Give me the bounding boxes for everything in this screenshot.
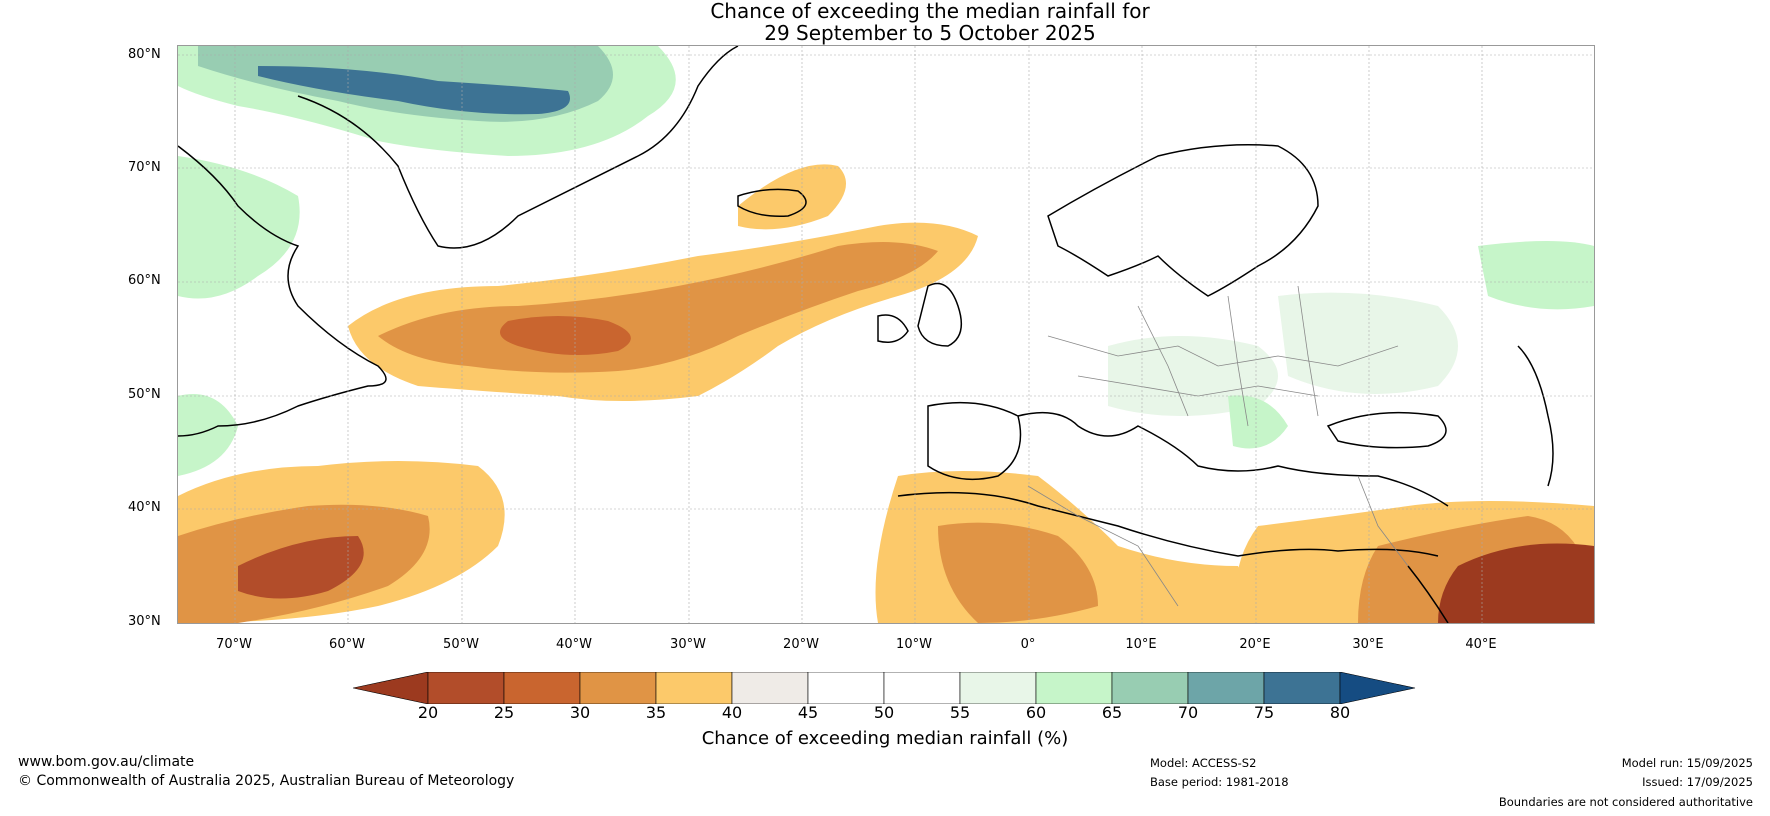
scandinavia-coast bbox=[1047, 144, 1319, 297]
colorbar-tick-label: 40 bbox=[721, 703, 743, 722]
canada-coast bbox=[178, 145, 387, 437]
lat-label-40n: 40°N bbox=[128, 500, 161, 515]
colorbar-extension-low bbox=[353, 672, 429, 704]
colorbar-tick-label: 75 bbox=[1253, 703, 1275, 722]
west-green-region-2 bbox=[178, 394, 238, 476]
lon-label-0: 0° bbox=[1020, 637, 1036, 652]
colorbar-tick-label: 70 bbox=[1177, 703, 1199, 722]
west-green-region bbox=[178, 156, 300, 299]
issued-date: Issued: 17/09/2025 bbox=[1642, 775, 1753, 789]
map-title-line-2: 29 September to 5 October 2025 bbox=[764, 21, 1096, 45]
colorbar-segment bbox=[959, 672, 1037, 704]
colorbar-extension-high bbox=[1339, 672, 1416, 704]
colorbar-segment bbox=[1263, 672, 1341, 704]
lon-label-40e: 40°E bbox=[1465, 637, 1497, 652]
map-title-line-1: Chance of exceeding the median rainfall … bbox=[710, 0, 1150, 23]
lon-label-60w: 60°W bbox=[329, 637, 365, 652]
colorbar-label: Chance of exceeding median rainfall (%) bbox=[701, 728, 1069, 749]
base-period: Base period: 1981-2018 bbox=[1150, 775, 1289, 789]
colorbar-segment bbox=[655, 672, 733, 704]
extreme-low-probability-region-middle-east bbox=[1438, 543, 1594, 623]
colorbar-segment bbox=[579, 672, 657, 704]
website-url[interactable]: www.bom.gov.au/climate bbox=[18, 754, 195, 770]
lat-label-80n: 80°N bbox=[128, 47, 161, 62]
lon-label-30w: 30°W bbox=[670, 637, 706, 652]
colorbar-segment bbox=[883, 672, 961, 704]
iberia-coast bbox=[927, 401, 1022, 481]
colorbar bbox=[353, 672, 1416, 704]
model-name: Model: ACCESS-S2 bbox=[1150, 756, 1257, 770]
greenland-coast bbox=[297, 46, 739, 249]
lon-label-10w: 10°W bbox=[896, 637, 932, 652]
colorbar-segments bbox=[353, 672, 1416, 704]
colorbar-segment bbox=[1187, 672, 1265, 704]
copyright-notice: © Commonwealth of Australia 2025, Austra… bbox=[18, 773, 515, 789]
colorbar-tick-label: 20 bbox=[417, 703, 439, 722]
colorbar-tick-label: 60 bbox=[1025, 703, 1047, 722]
colorbar-tick-label: 65 bbox=[1101, 703, 1123, 722]
map-canvas bbox=[178, 46, 1594, 623]
colorbar-segment bbox=[503, 672, 581, 704]
colorbar-tick-label: 55 bbox=[949, 703, 971, 722]
rainfall-probability-map bbox=[177, 45, 1595, 624]
model-run-date: Model run: 15/09/2025 bbox=[1621, 756, 1753, 770]
lat-label-70n: 70°N bbox=[128, 160, 161, 175]
low-region-icelandic bbox=[738, 164, 846, 230]
colorbar-tick-label: 25 bbox=[493, 703, 515, 722]
colorbar-tick-label: 30 bbox=[569, 703, 591, 722]
extreme-low-probability-region-southwest bbox=[238, 536, 364, 599]
lat-label-30n: 30°N bbox=[128, 614, 161, 629]
lat-label-50n: 50°N bbox=[128, 387, 161, 402]
red-sea-coast bbox=[1407, 565, 1449, 623]
lon-label-10e: 10°E bbox=[1125, 637, 1157, 652]
lon-label-40w: 40°W bbox=[556, 637, 592, 652]
iceland-coast bbox=[737, 188, 807, 218]
colorbar-segment bbox=[1111, 672, 1189, 704]
colorbar-tick-label: 35 bbox=[645, 703, 667, 722]
colorbar-tick-label: 45 bbox=[797, 703, 819, 722]
colorbar-segment bbox=[807, 672, 885, 704]
extreme-probability-region-arctic bbox=[258, 66, 570, 115]
green-patch-balkans bbox=[1228, 395, 1288, 449]
colorbar-segment bbox=[1035, 672, 1113, 704]
coastlines bbox=[178, 46, 1554, 623]
lon-label-70w: 70°W bbox=[216, 637, 252, 652]
boundaries-disclaimer: Boundaries are not considered authoritat… bbox=[1498, 795, 1753, 809]
lon-label-20e: 20°E bbox=[1239, 637, 1271, 652]
colorbar-tick-label: 80 bbox=[1329, 703, 1351, 722]
extreme-low-probability-region-atlantic bbox=[500, 316, 631, 355]
very-low-probability-region-north-africa bbox=[938, 522, 1098, 623]
caspian-coast bbox=[1517, 345, 1554, 487]
mediterranean-coast bbox=[897, 411, 1449, 557]
colorbar-tick-label: 50 bbox=[873, 703, 895, 722]
black-sea-coast bbox=[1326, 411, 1447, 449]
graticule bbox=[178, 46, 1594, 623]
lon-label-50w: 50°W bbox=[443, 637, 479, 652]
colorbar-segment bbox=[427, 672, 505, 704]
british-isles-coast bbox=[877, 282, 963, 347]
lon-label-30e: 30°E bbox=[1352, 637, 1384, 652]
colorbar-segment bbox=[731, 672, 809, 704]
green-patch-east bbox=[1478, 241, 1594, 310]
lat-label-60n: 60°N bbox=[128, 273, 161, 288]
lon-label-20w: 20°W bbox=[783, 637, 819, 652]
country-borders bbox=[1027, 285, 1409, 607]
high-probability-region-eastern-europe bbox=[1278, 292, 1458, 394]
